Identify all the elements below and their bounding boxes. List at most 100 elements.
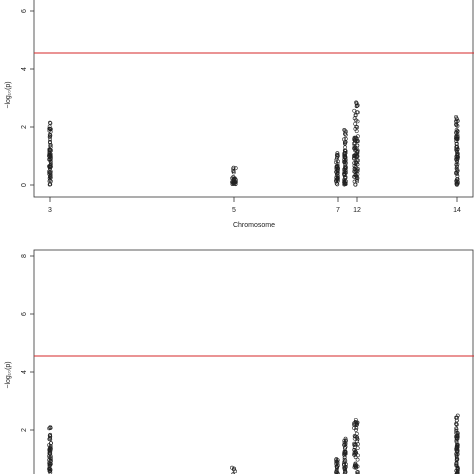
- data-point: [454, 446, 459, 451]
- data-point: [48, 120, 52, 125]
- data-point: [343, 166, 347, 170]
- data-point: [354, 160, 358, 164]
- data-point: [232, 466, 236, 471]
- data-point: [342, 160, 347, 164]
- data-point: [455, 162, 460, 167]
- x-tick-label: 12: [353, 207, 361, 214]
- data-point: [48, 463, 53, 467]
- data-point: [355, 437, 360, 442]
- data-point: [352, 443, 357, 447]
- data-point: [455, 148, 460, 152]
- data-point: [335, 151, 340, 156]
- data-point: [454, 458, 459, 462]
- y-axis-title: −log₁₀(p): [5, 361, 12, 388]
- data-point: [342, 466, 347, 471]
- y-tick-label: 2: [21, 428, 28, 432]
- data-point: [354, 431, 359, 436]
- data-point: [454, 453, 459, 457]
- x-tick-label: 7: [336, 207, 340, 214]
- data-point: [342, 172, 347, 177]
- chart-panel-1: 0 2 4 6 −log₁₀(p) 3 5 7 12 14 Chromosome: [5, 0, 474, 229]
- data-point: [47, 182, 52, 187]
- data-point: [334, 467, 339, 472]
- data-point: [230, 465, 234, 470]
- data-point: [354, 118, 358, 123]
- data-point: [334, 175, 339, 180]
- data-points: [47, 100, 460, 187]
- data-point: [47, 467, 52, 472]
- data-point: [48, 436, 52, 440]
- data-point: [354, 423, 359, 427]
- data-point: [334, 164, 339, 169]
- data-point: [455, 174, 460, 178]
- data-point: [48, 425, 53, 430]
- data-point: [335, 168, 340, 173]
- data-point: [335, 465, 339, 470]
- data-point: [354, 124, 359, 129]
- data-point: [343, 151, 348, 155]
- data-point: [342, 180, 346, 185]
- data-point: [353, 417, 358, 422]
- data-point: [343, 166, 348, 171]
- data-point: [49, 441, 53, 446]
- data-point: [48, 137, 52, 142]
- data-point: [355, 138, 360, 143]
- data-point: [48, 129, 53, 134]
- data-point: [352, 422, 356, 427]
- data-point: [47, 134, 52, 139]
- data-point: [454, 180, 459, 185]
- data-point: [48, 139, 52, 144]
- data-point: [353, 113, 358, 118]
- data-point: [355, 125, 360, 130]
- data-point: [48, 172, 53, 177]
- data-point: [355, 420, 360, 425]
- data-point: [342, 472, 347, 474]
- data-point: [455, 469, 460, 474]
- data-point: [48, 152, 53, 157]
- data-point: [355, 110, 360, 115]
- data-point: [355, 179, 360, 184]
- data-point: [342, 442, 347, 447]
- data-point: [353, 153, 358, 158]
- data-point: [354, 421, 359, 426]
- data-point: [231, 178, 236, 182]
- data-point: [352, 463, 357, 468]
- data-point: [343, 164, 348, 169]
- data-point: [49, 161, 53, 166]
- data-point: [47, 433, 52, 438]
- data-point: [47, 443, 51, 448]
- data-point: [355, 457, 360, 462]
- data-point: [335, 175, 340, 180]
- data-point: [454, 421, 458, 426]
- data-point: [353, 155, 358, 159]
- data-point: [454, 114, 458, 119]
- data-point: [455, 415, 459, 420]
- data-point: [455, 431, 460, 435]
- data-point: [454, 418, 459, 423]
- data-point: [352, 166, 357, 171]
- data-point: [48, 163, 53, 168]
- data-point: [342, 182, 347, 187]
- data-point: [342, 127, 347, 132]
- data-point: [342, 180, 347, 185]
- y-tick-label: 2: [21, 125, 28, 129]
- data-point: [455, 431, 460, 436]
- data-point: [233, 166, 238, 171]
- plot-frame: [33, 0, 474, 198]
- data-point: [455, 457, 460, 462]
- y-tick-label: 6: [21, 312, 28, 316]
- data-point: [48, 174, 53, 179]
- data-point: [47, 124, 52, 129]
- chart-panel-2: 2 4 6 8 −log₁₀(p): [5, 249, 474, 474]
- data-point: [355, 446, 360, 451]
- data-point: [455, 124, 460, 128]
- data-point: [354, 174, 359, 179]
- data-point: [454, 427, 459, 432]
- data-point: [47, 447, 52, 452]
- x-tick-label: 14: [453, 207, 461, 214]
- data-point: [343, 141, 347, 146]
- data-point: [455, 471, 460, 474]
- data-point: [343, 170, 348, 175]
- data-point: [354, 427, 358, 432]
